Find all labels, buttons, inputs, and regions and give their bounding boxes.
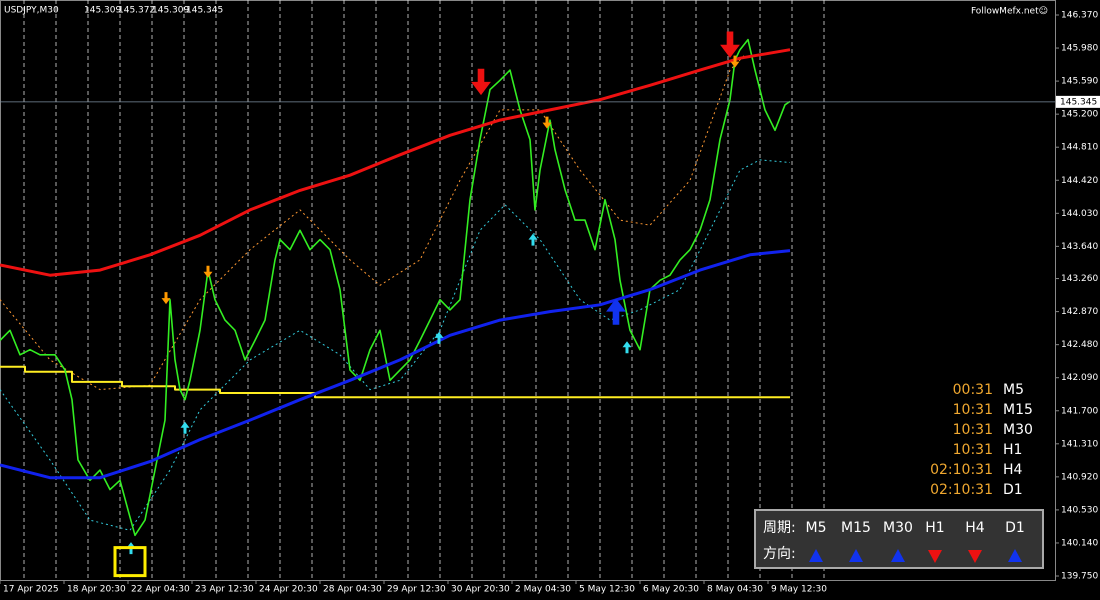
y-tick-label: 142.090 xyxy=(1061,373,1098,383)
y-tick-label: 144.420 xyxy=(1061,176,1098,186)
y-tick-label: 143.640 xyxy=(1061,242,1098,252)
signal-arrow xyxy=(606,298,626,325)
panel-frame: M5 xyxy=(806,520,827,536)
series-line xyxy=(0,48,791,277)
direction-label: 方向: xyxy=(763,546,796,562)
lines xyxy=(0,38,791,537)
y-tick-label: 141.310 xyxy=(1061,439,1098,449)
y-tick-label: 145.980 xyxy=(1061,44,1098,54)
y-tick-label: 144.810 xyxy=(1061,143,1098,153)
x-tick-label: 22 Apr 04:30 xyxy=(131,585,190,595)
signal-arrow xyxy=(730,55,740,68)
timer-frame: M15 xyxy=(1003,402,1033,418)
ohlc-value: 145.309 xyxy=(152,6,189,16)
y-tick-label: 141.700 xyxy=(1061,406,1098,416)
y-tick-label: 140.920 xyxy=(1061,472,1098,482)
timer-time: 10:31 xyxy=(953,402,993,418)
timer-time: 02:10:31 xyxy=(930,462,993,478)
y-tick-label: 142.870 xyxy=(1061,307,1098,317)
y-tick-label: 146.370 xyxy=(1061,11,1098,21)
arrow-down xyxy=(968,550,982,563)
x-tick-label: 6 May 20:30 xyxy=(643,585,699,595)
arrow-up xyxy=(809,549,823,562)
watermark: FollowMefx.net☺ xyxy=(971,6,1048,17)
x-tick-label: 2 May 04:30 xyxy=(515,585,571,595)
x-tick-label: 5 May 12:30 xyxy=(579,585,635,595)
signal-arrow xyxy=(471,68,491,96)
ohlc-value: 145.372 xyxy=(118,6,155,16)
y-tick-label: 140.530 xyxy=(1061,505,1098,515)
x-tick-label: 24 Apr 20:30 xyxy=(259,585,318,595)
x-tick-label: 23 Apr 12:30 xyxy=(195,585,254,595)
x-tick-label: 18 Apr 20:30 xyxy=(67,585,126,595)
signal-arrow xyxy=(180,421,190,434)
grid xyxy=(23,0,825,580)
timer-frame: M30 xyxy=(1003,422,1033,438)
signals xyxy=(113,31,740,578)
y-tick-label: 145.200 xyxy=(1061,110,1098,120)
x-tick-label: 30 Apr 20:30 xyxy=(451,585,510,595)
x-tick-label: 17 Apr 2025 xyxy=(3,585,59,595)
panel-frame: M30 xyxy=(883,520,913,536)
panel: 周期: 方向: 00:31 M5 10:31 M15 10:31 M30 10:31 H1 02… xyxy=(754,382,1044,569)
y-tick-label: 145.590 xyxy=(1061,77,1098,87)
x-tick-label: 8 May 04:30 xyxy=(707,585,763,595)
marker-box xyxy=(113,546,147,578)
ohlc-value: 145.345 xyxy=(186,6,223,16)
signal-arrow xyxy=(622,341,632,354)
panel-frame: D1 xyxy=(1005,520,1025,536)
period-label: 周期: xyxy=(763,520,796,536)
panel-frame: M15 xyxy=(841,520,871,536)
arrow-down xyxy=(928,550,942,563)
arrow-up xyxy=(891,549,905,562)
signal-arrow xyxy=(161,292,171,305)
signal-arrow xyxy=(203,265,213,278)
y-tick-label: 140.140 xyxy=(1061,538,1098,548)
timer-time: 10:31 xyxy=(953,442,993,458)
signal-arrow xyxy=(542,116,552,129)
y-tick-label: 144.030 xyxy=(1061,209,1098,219)
y-tick-label: 143.260 xyxy=(1061,274,1098,284)
timer-frame: M5 xyxy=(1003,382,1024,398)
series-line xyxy=(0,365,790,399)
y-tick-label: 139.750 xyxy=(1061,572,1098,582)
plot-frame xyxy=(0,0,1056,581)
arrow-up xyxy=(1008,549,1022,562)
signal-arrow xyxy=(720,31,740,58)
symbol: USDJPY,M30 xyxy=(4,6,59,16)
y-tick-label: 142.480 xyxy=(1061,340,1098,350)
timer-frame: H1 xyxy=(1003,442,1022,458)
timer-time: 10:31 xyxy=(953,422,993,438)
series-line xyxy=(0,159,791,531)
timer-frame: H4 xyxy=(1003,462,1023,478)
timer-frame: D1 xyxy=(1003,482,1023,498)
current-price-label: 145.345 xyxy=(1060,97,1097,107)
series-line xyxy=(0,249,791,480)
panel-frame: H4 xyxy=(965,520,985,536)
arrow-up xyxy=(849,549,863,562)
current-price-box xyxy=(1056,95,1100,108)
ohlc-value: 145.309 xyxy=(84,6,121,16)
x-tick-label: 29 Apr 12:30 xyxy=(387,585,446,595)
timer-time: 00:31 xyxy=(953,382,993,398)
signal-arrow xyxy=(528,233,538,246)
signal-arrow xyxy=(434,331,444,344)
x-tick-label: 28 Apr 04:30 xyxy=(323,585,382,595)
panel-frame: H1 xyxy=(925,520,944,536)
timer-time: 02:10:31 xyxy=(930,482,993,498)
series-line xyxy=(0,38,791,537)
x-tick-label: 9 May 12:30 xyxy=(771,585,827,595)
